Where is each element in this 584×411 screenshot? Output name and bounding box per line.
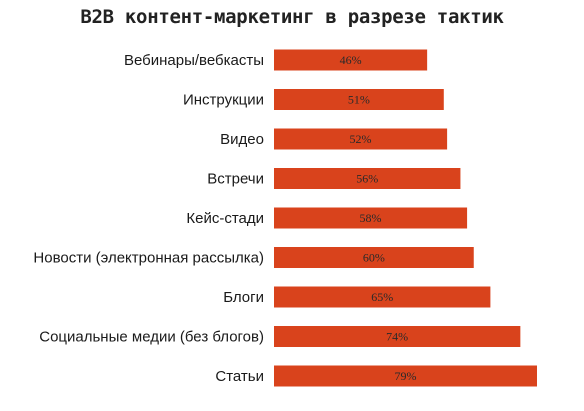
category-label: Кейс-стади xyxy=(186,210,264,227)
bar xyxy=(274,247,474,268)
bar xyxy=(274,49,428,71)
chart-title: B2B контент-маркетинг в разрезе тактик xyxy=(80,6,504,28)
value-label: 56% xyxy=(356,172,378,186)
bar xyxy=(274,168,461,189)
value-label: 74% xyxy=(386,330,408,344)
category-label: Инструкции xyxy=(183,92,264,109)
value-label: 46% xyxy=(340,53,362,67)
category-label: Статьи xyxy=(215,368,264,385)
value-label: 65% xyxy=(371,290,393,304)
category-label: Вебинары/вебкасты xyxy=(124,52,264,69)
category-label: Встречи xyxy=(207,171,264,188)
value-label: 60% xyxy=(363,251,385,265)
category-label: Социальные медии (без блогов) xyxy=(39,329,264,346)
bar xyxy=(274,128,448,150)
bar xyxy=(274,326,521,347)
category-label: Видео xyxy=(220,131,264,148)
value-label: 58% xyxy=(360,211,382,225)
value-label: 51% xyxy=(348,93,370,107)
bar xyxy=(274,207,468,229)
value-label: 52% xyxy=(350,132,372,146)
bar xyxy=(274,365,537,387)
bar xyxy=(274,286,491,308)
category-label: Блоги xyxy=(223,289,264,306)
category-label: Новости (электронная рассылка) xyxy=(33,250,264,267)
value-label: 79% xyxy=(395,369,417,383)
bar xyxy=(274,89,444,110)
